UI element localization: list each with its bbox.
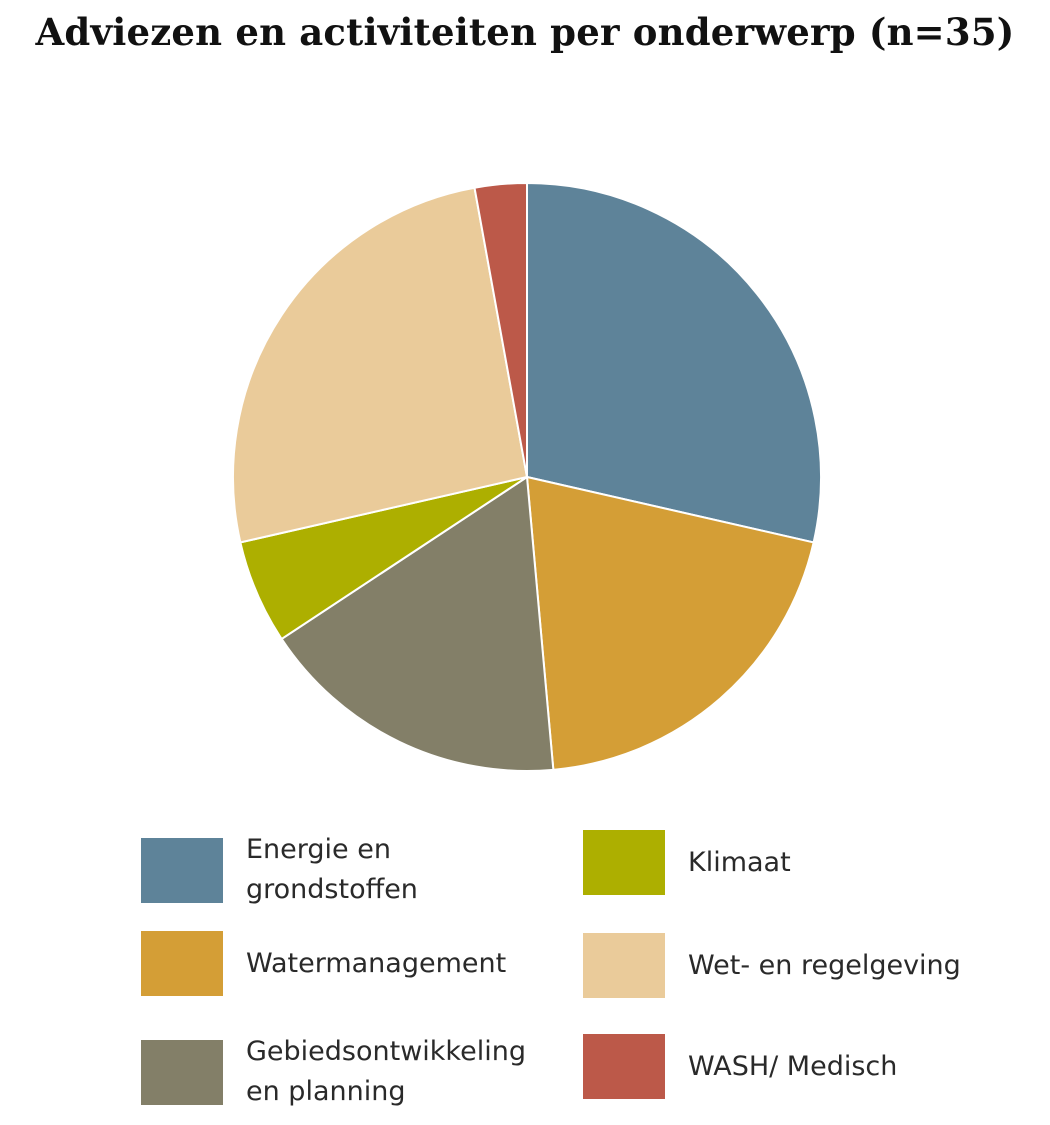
pie-slice-gebiedsontwikkeling-en-planning [280,476,555,772]
chart-title: Adviezen en activiteiten per onderwerp (… [35,10,1015,54]
pie-slice-wash-medisch [473,181,528,478]
pie-slice-watermanagement [526,476,815,771]
pie-slice-wet-en-regelgeving [232,186,528,544]
pie-slice-energie-en-grondstoffen [526,182,822,544]
